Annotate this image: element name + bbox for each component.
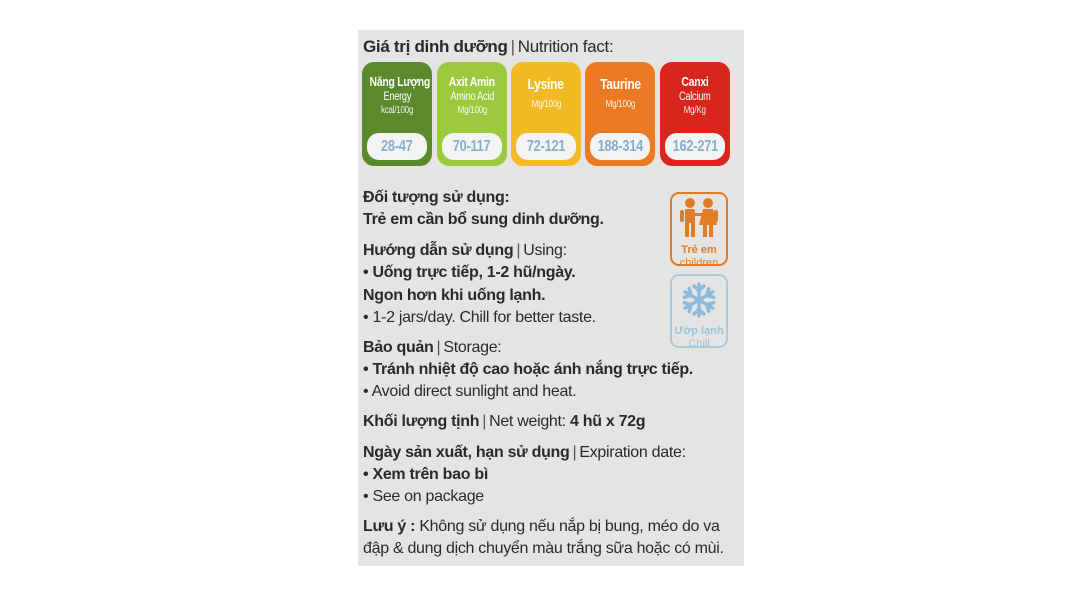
product-label: Giá trị dinh dưỡng | Nutrition fact: Năng …	[358, 30, 744, 566]
badge-unit: kcal/100g	[380, 105, 414, 116]
target-heading: Đối tượng sử dụng:	[363, 189, 510, 206]
chill-label-en: Chill	[688, 338, 710, 350]
usage-line-2: Ngon hơn khi uống lạnh.	[363, 287, 546, 304]
badge-unit: Mg/Kg	[684, 105, 706, 116]
badge-value: 28-47	[381, 138, 413, 155]
chill-badge: Ướp lạnh Chill	[670, 274, 728, 350]
note-text-1: Không sử dụng nếu nắp bị bung, méo do va	[419, 518, 720, 535]
usage-line-3: • 1-2 jars/day. Chill for better taste.	[363, 309, 596, 326]
children-label-vi: Trẻ em	[681, 244, 717, 256]
badge-value: 162-271	[672, 138, 718, 155]
badge-name-en: Calcium	[679, 91, 711, 103]
storage-heading-vi: Bảo quản	[363, 339, 434, 356]
nutrition-badge: Axit Amin Amino Acid Mg/100g 70-117	[437, 62, 507, 166]
badge-name: Lysine	[527, 76, 565, 93]
note-line-1: Lưu ý : Không sử dụng nếu nắp bị bung, m…	[363, 518, 720, 536]
weight-label-vi: Khối lượng tịnh	[363, 413, 480, 430]
badge-unit: Mg/100g	[457, 105, 487, 116]
target-text: Trẻ em cần bổ sung dinh dưỡng.	[363, 211, 604, 228]
badge-value: 188-314	[597, 138, 643, 155]
expiry-heading-en: Expiration date:	[579, 444, 686, 461]
weight-value: 4 hũ x 72g	[569, 413, 646, 430]
net-weight: Khối lượng tịnh | Net weight: 4 hũ x 72g	[363, 413, 646, 430]
badge-unit: Mg/100g	[531, 99, 561, 110]
children-badge: Trẻ em children	[670, 192, 728, 269]
storage-heading: Bảo quản | Storage:	[363, 339, 502, 356]
nutrition-title: Giá trị dinh dưỡng | Nutrition fact:	[363, 37, 614, 56]
nutrition-badge: Năng Lượng Energy kcal/100g 28-47	[362, 62, 432, 166]
expiry-heading-vi: Ngày sản xuất, hạn sử dụng	[363, 444, 570, 461]
badge-value: 72-121	[526, 138, 566, 155]
snowflake-icon	[680, 282, 718, 318]
weight-label-en: Net weight:	[489, 413, 566, 430]
storage-line-1: • Tránh nhiệt độ cao hoặc ánh nắng trực …	[363, 361, 693, 378]
storage-line-2: • Avoid direct sunlight and heat.	[363, 383, 577, 400]
note-line-2: đập & dung dịch chuyển màu trắng sữa hoặ…	[363, 540, 724, 557]
badge-name: Canxi	[681, 74, 709, 89]
usage-heading-vi: Hướng dẫn sử dụng	[363, 242, 514, 259]
nutrition-badge: Canxi Calcium Mg/Kg 162-271	[660, 62, 730, 166]
badge-name-en: Energy	[383, 91, 411, 103]
chill-label-vi: Ướp lạnh	[674, 325, 724, 337]
storage-heading-en: Storage:	[443, 339, 502, 356]
usage-heading-en: Using:	[523, 242, 567, 259]
title-vi: Giá trị dinh dưỡng	[363, 37, 508, 56]
expiry-heading: Ngày sản xuất, hạn sử dụng | Expiration da…	[363, 444, 686, 461]
children-icon	[680, 198, 718, 237]
nutrition-badge: Lysine Mg/100g 72-121	[511, 62, 581, 166]
expiry-line-2: • See on package	[363, 488, 484, 505]
note-label: Lưu ý :	[363, 518, 416, 535]
nutrition-badge: Taurine Mg/100g 188-314	[585, 62, 655, 166]
expiry-line-1: • Xem trên bao bì	[363, 466, 488, 483]
usage-heading: Hướng dẫn sử dụng | Using:	[363, 242, 567, 259]
usage-line-1: • Uống trực tiếp, 1-2 hũ/ngày.	[363, 264, 576, 281]
badge-name: Năng Lượng	[369, 74, 431, 89]
badge-value: 70-117	[453, 138, 491, 155]
children-label-en: children	[679, 257, 719, 269]
badge-unit: Mg/100g	[605, 99, 635, 110]
title-en: Nutrition fact:	[517, 37, 614, 56]
badge-name: Taurine	[599, 76, 641, 93]
badge-name-en: Amino Acid	[450, 91, 494, 103]
badge-name: Axit Amin	[449, 74, 495, 89]
